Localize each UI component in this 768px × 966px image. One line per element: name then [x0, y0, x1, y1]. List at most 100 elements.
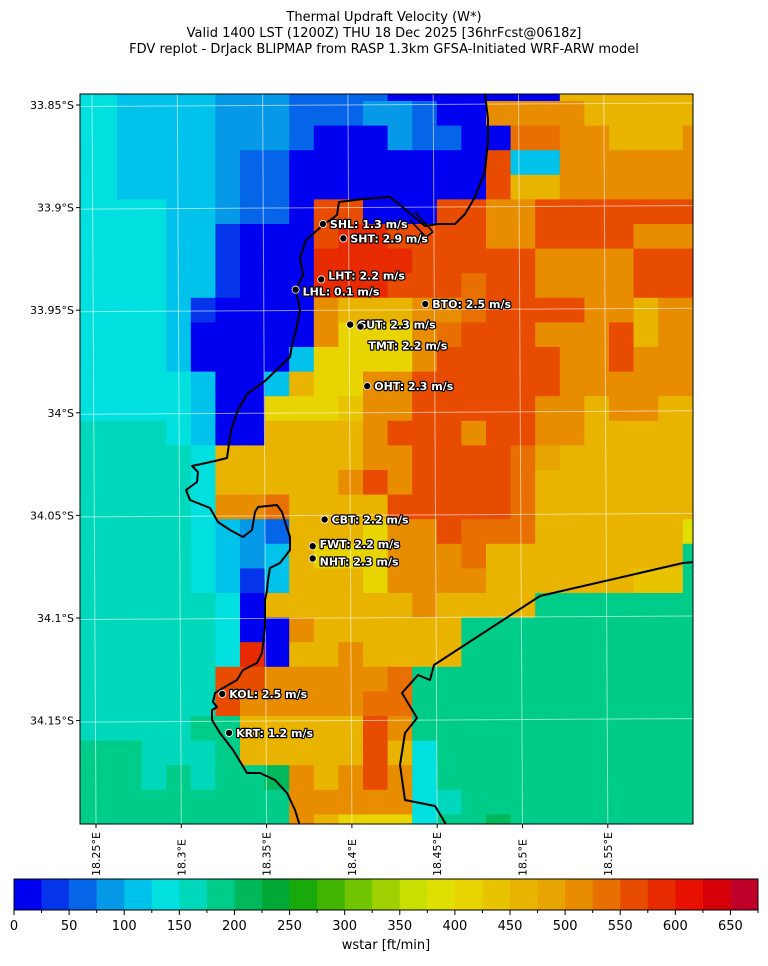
- raster-cell: [559, 445, 585, 471]
- raster-cell: [92, 420, 118, 446]
- station-gut[interactable]: GUT: 2.3 m/s: [346, 317, 437, 333]
- raster-cell: [682, 94, 693, 102]
- station-bto[interactable]: BTO: 2.5 m/s: [421, 297, 513, 312]
- raster-cell: [436, 470, 462, 496]
- raster-cell: [436, 150, 462, 176]
- raster-cell: [609, 765, 635, 791]
- raster-cell: [461, 691, 487, 717]
- raster-cell: [658, 125, 684, 151]
- raster-cell: [412, 765, 438, 791]
- raster-cell: [559, 519, 585, 545]
- raster-cell: [117, 814, 143, 824]
- raster-cell: [559, 174, 585, 200]
- raster-cell: [92, 470, 118, 496]
- station-shl[interactable]: SHL: 1.3 m/s: [318, 217, 409, 232]
- longitude-tick-label: 18.3°E: [175, 839, 188, 876]
- raster-cell: [633, 617, 659, 643]
- raster-cell: [559, 765, 585, 791]
- raster-cell: [313, 150, 339, 176]
- raster-cell: [166, 101, 192, 127]
- raster-cell: [682, 470, 693, 496]
- colorbar-tick-label: 0: [10, 919, 18, 934]
- raster-cell: [80, 765, 93, 791]
- raster-cell: [363, 420, 389, 446]
- station-nht[interactable]: NHT: 2.3 m/s: [308, 554, 400, 570]
- station-dot-icon: [339, 234, 348, 243]
- raster-cell: [80, 740, 93, 766]
- station-cbt[interactable]: CBT: 2.2 m/s: [320, 512, 410, 528]
- station-oht[interactable]: OHT: 2.3 m/s: [363, 379, 455, 394]
- raster-cell: [117, 125, 143, 151]
- station-tmt[interactable]: TMT: 2.2 m/s: [356, 322, 449, 354]
- station-lhl[interactable]: LHL: 0.1 m/s: [291, 284, 381, 300]
- station-kol[interactable]: KOL: 2.5 m/s: [218, 687, 309, 702]
- raster-cell: [658, 174, 684, 200]
- raster-cell: [363, 765, 389, 791]
- raster-cell: [215, 224, 241, 250]
- raster-cell: [80, 814, 93, 824]
- raster-cell: [658, 642, 684, 668]
- raster-cell: [633, 445, 659, 471]
- station-label: CBT: 2.2 m/s: [332, 514, 409, 527]
- raster-cell: [535, 150, 561, 176]
- raster-cell: [338, 814, 364, 824]
- raster-cell: [92, 445, 118, 471]
- raster-cell: [412, 593, 438, 619]
- raster-cell: [387, 593, 413, 619]
- raster-cell: [658, 814, 684, 824]
- raster-cell: [92, 125, 118, 151]
- raster-cell: [117, 174, 143, 200]
- raster-cell: [584, 519, 610, 545]
- raster-cell: [117, 101, 143, 127]
- raster-cell: [510, 691, 536, 717]
- raster-cell: [658, 740, 684, 766]
- station-krt[interactable]: KRT: 1.2 m/s: [225, 726, 315, 741]
- station-lht[interactable]: LHT: 2.2 m/s: [317, 268, 407, 284]
- colorbar-bin: [124, 879, 153, 910]
- raster-cell: [609, 150, 635, 176]
- raster-cell: [633, 224, 659, 250]
- raster-cell: [166, 666, 192, 692]
- raster-cell: [240, 101, 266, 127]
- raster-cell: [658, 568, 684, 594]
- coastline: [185, 94, 693, 824]
- raster-cell: [80, 101, 93, 127]
- raster-cell: [633, 125, 659, 151]
- raster-cell: [141, 347, 167, 373]
- longitude-gridline: [518, 94, 523, 824]
- raster-cell: [190, 224, 216, 250]
- raster-cell: [535, 789, 561, 815]
- raster-cell: [141, 101, 167, 127]
- raster-cell: [535, 125, 561, 151]
- station-fwt[interactable]: FWT: 2.2 m/s: [308, 537, 401, 552]
- raster-cell: [363, 224, 389, 250]
- raster-cell: [363, 543, 389, 569]
- raster-cell: [166, 543, 192, 569]
- colorbar-bin: [510, 879, 538, 910]
- raster-cell: [264, 593, 290, 619]
- raster-cell: [559, 814, 585, 824]
- raster-cell: [264, 666, 290, 692]
- raster-cell: [486, 666, 512, 692]
- raster-cell: [658, 617, 684, 643]
- raster-cell: [264, 248, 290, 274]
- raster-cell: [289, 789, 315, 815]
- longitude-tick-label: 18.45°E: [431, 832, 444, 876]
- raster-cell: [215, 617, 241, 643]
- raster-cell: [682, 273, 693, 299]
- raster-cell: [363, 666, 389, 692]
- raster-cell: [609, 445, 635, 471]
- colorbar-tick-label: 600: [663, 919, 688, 934]
- raster-cell: [141, 519, 167, 545]
- raster-cell: [166, 814, 192, 824]
- longitude-tick-label: 18.5°E: [517, 839, 530, 876]
- station-sht[interactable]: SHT: 2.9 m/s: [339, 231, 430, 247]
- raster-cell: [682, 593, 693, 619]
- raster-cell: [412, 470, 438, 496]
- raster-cell: [240, 420, 266, 446]
- raster-cell: [633, 765, 659, 791]
- raster-cell: [559, 371, 585, 397]
- raster-cell: [682, 740, 693, 766]
- colorbar-bin: [675, 879, 704, 910]
